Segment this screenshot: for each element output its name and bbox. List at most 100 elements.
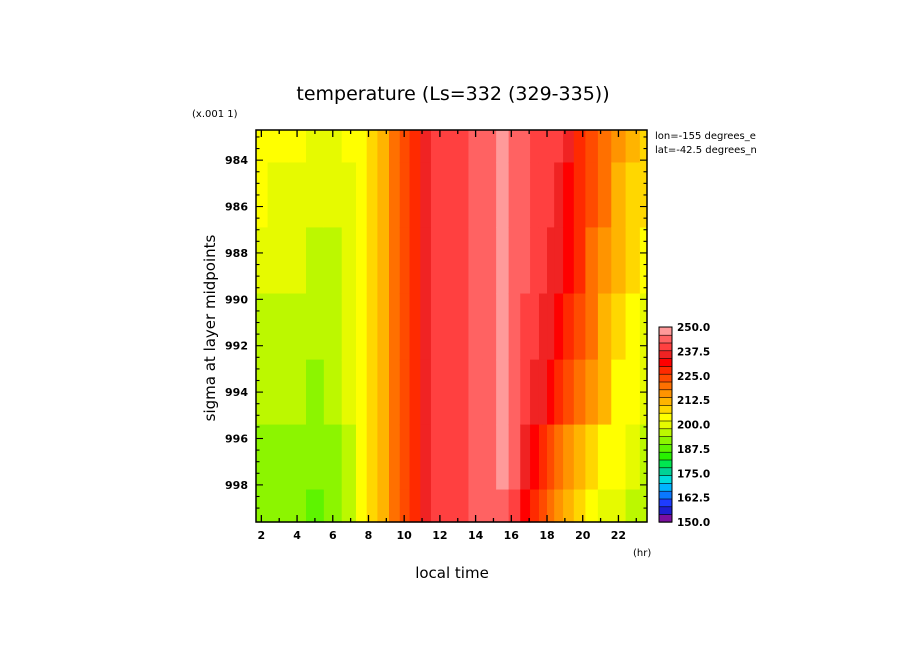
colorbar-swatch	[658, 326, 673, 336]
colorbar-swatch	[658, 498, 673, 508]
heatmap-cell	[597, 293, 612, 361]
heatmap-cell	[430, 130, 444, 164]
heatmap-cell	[377, 424, 390, 491]
heatmap-cell	[288, 293, 307, 361]
heatmap-cell	[430, 489, 444, 523]
heatmap-cell	[377, 293, 390, 361]
heatmap-cell	[430, 424, 444, 491]
heatmap-cell	[377, 359, 390, 426]
heatmap-cell	[442, 227, 456, 295]
colorbar-label: 212.5	[677, 395, 710, 407]
heatmap-cell	[563, 293, 575, 361]
x-tick-label: 22	[611, 529, 626, 542]
colorbar-swatch	[658, 467, 673, 476]
heatmap-cell	[420, 130, 432, 164]
heatmap-cell	[256, 489, 269, 523]
heatmap-cell	[409, 424, 421, 491]
heatmap-cell	[341, 424, 357, 491]
heatmap-cell	[530, 489, 540, 523]
heatmap-cell	[377, 227, 390, 295]
heatmap-cell	[496, 293, 510, 361]
heatmap-cell	[409, 489, 421, 523]
heatmap-cell	[341, 359, 357, 426]
heatmap-cell	[420, 424, 432, 491]
heatmap-cell	[256, 227, 269, 295]
heatmap-cell	[468, 227, 484, 295]
heatmap-cell	[288, 227, 307, 295]
heatmap-cell	[547, 162, 555, 229]
heatmap-cell	[288, 424, 307, 491]
heatmap-cell	[530, 359, 540, 426]
heatmap-cell	[625, 293, 641, 361]
heatmap-cell	[399, 227, 411, 295]
heatmap-cell	[563, 162, 575, 229]
heatmap-cell	[538, 293, 548, 361]
heatmap-cell	[377, 162, 390, 229]
heatmap-cell	[256, 293, 269, 361]
heatmap-cell	[573, 424, 587, 491]
heatmap-cell	[366, 489, 378, 523]
heatmap-cell	[611, 227, 627, 295]
heatmap-cell	[420, 162, 432, 229]
heatmap-cell	[496, 130, 510, 164]
heatmap-cell	[323, 227, 343, 295]
heatmap-cell	[625, 130, 641, 164]
heatmap-cell	[585, 359, 599, 426]
heatmap-cell	[323, 162, 343, 229]
heatmap-cell	[482, 293, 497, 361]
heatmap-cell	[430, 293, 444, 361]
heatmap-cell	[597, 162, 612, 229]
heatmap-cell	[482, 424, 497, 491]
heatmap-cell	[341, 227, 357, 295]
heatmap-cell	[377, 130, 390, 164]
colorbar-swatch	[658, 373, 673, 383]
heatmap-cell	[267, 424, 289, 491]
heatmap-cell	[563, 359, 575, 426]
heatmap-cell	[585, 424, 599, 491]
heatmap-cell	[554, 162, 564, 229]
heatmap-cell	[597, 227, 612, 295]
heatmap-cell	[455, 489, 470, 523]
heatmap-cell	[625, 359, 641, 426]
heatmap-cell	[573, 359, 587, 426]
y-tick-label: 994	[225, 386, 248, 399]
colorbar-swatch	[658, 350, 673, 359]
y-tick-label: 996	[225, 432, 248, 445]
colorbar-label: 237.5	[677, 346, 710, 358]
colorbar-label: 175.0	[677, 468, 710, 480]
heatmap-cell	[611, 130, 627, 164]
heatmap-cell	[267, 130, 289, 164]
heatmap-cell	[563, 489, 575, 523]
heatmap-cell	[547, 130, 555, 164]
heatmap-cell	[520, 424, 531, 491]
heatmap-cell	[585, 489, 599, 523]
heatmap-cell	[530, 227, 540, 295]
heatmap-cell	[468, 162, 484, 229]
heatmap-cell	[455, 359, 470, 426]
heatmap-cell	[256, 162, 269, 229]
x-tick-label: 12	[432, 529, 447, 542]
colorbar-label: 162.5	[677, 493, 710, 505]
colorbar-swatch	[658, 420, 673, 430]
heatmap-cell	[482, 227, 497, 295]
heatmap-cell	[455, 424, 470, 491]
heatmap-cell	[468, 293, 484, 361]
x-tick-label: 16	[504, 529, 520, 542]
heatmap-cell	[611, 424, 627, 491]
colorbar-swatch	[658, 412, 673, 422]
x-tick-label: 20	[575, 529, 591, 542]
heatmap-cell	[468, 359, 484, 426]
heatmap-cell	[389, 293, 401, 361]
chart-title: temperature (Ls=332 (329-335))	[296, 83, 609, 105]
heatmap-cell	[625, 162, 641, 229]
colorbar-swatch	[658, 428, 673, 437]
heatmap-cell	[442, 359, 456, 426]
heatmap-cell	[399, 162, 411, 229]
x-axis: 2 4 6 8 10 12 14 16 18 20 22	[258, 130, 637, 542]
heatmap-cell	[538, 162, 548, 229]
heatmap-cell	[597, 130, 612, 164]
heatmap-cell	[305, 293, 325, 361]
heatmap-cell	[399, 359, 411, 426]
colorbar-swatch	[658, 474, 673, 484]
colorbar-swatch	[658, 490, 673, 500]
